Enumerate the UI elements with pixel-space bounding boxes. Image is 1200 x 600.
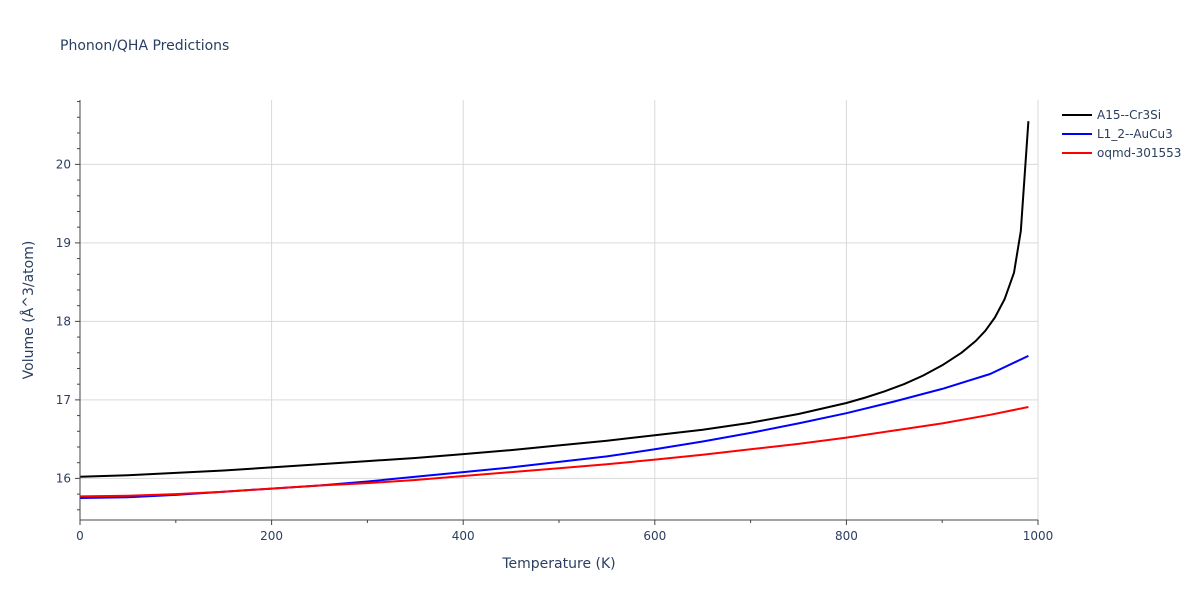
y-tick-label: 17	[56, 393, 71, 407]
x-tick-label: 200	[260, 529, 283, 543]
y-tick-label: 18	[56, 314, 71, 328]
x-tick-label: 0	[76, 529, 84, 543]
series-line-1	[79, 121, 1030, 478]
series-layer	[79, 121, 1030, 499]
legend: A15--Cr3Si L1_2--AuCu3 oqmd-301553	[1062, 108, 1181, 160]
chart-title: Phonon/QHA Predictions	[60, 38, 229, 54]
legend-label: oqmd-301553	[1097, 146, 1181, 160]
y-tick-label: 20	[56, 157, 71, 171]
axis-layer: 0 200 400 600 800 1000 16 17 18 19 20	[56, 100, 1054, 543]
y-tick-label: 19	[56, 236, 71, 250]
legend-label: A15--Cr3Si	[1097, 108, 1161, 122]
x-axis-title: Temperature (K)	[501, 556, 615, 572]
y-tick-label: 16	[56, 471, 71, 485]
x-tick-label: 400	[452, 529, 475, 543]
legend-label: L1_2--AuCu3	[1097, 127, 1173, 141]
x-tick-label: 1000	[1023, 529, 1054, 543]
x-tick-label: 600	[643, 529, 666, 543]
x-tick-label: 800	[835, 529, 858, 543]
grid-layer	[80, 100, 1039, 520]
series-line-3	[79, 406, 1029, 498]
y-axis-title: Volume (Å^3/atom)	[20, 241, 37, 380]
